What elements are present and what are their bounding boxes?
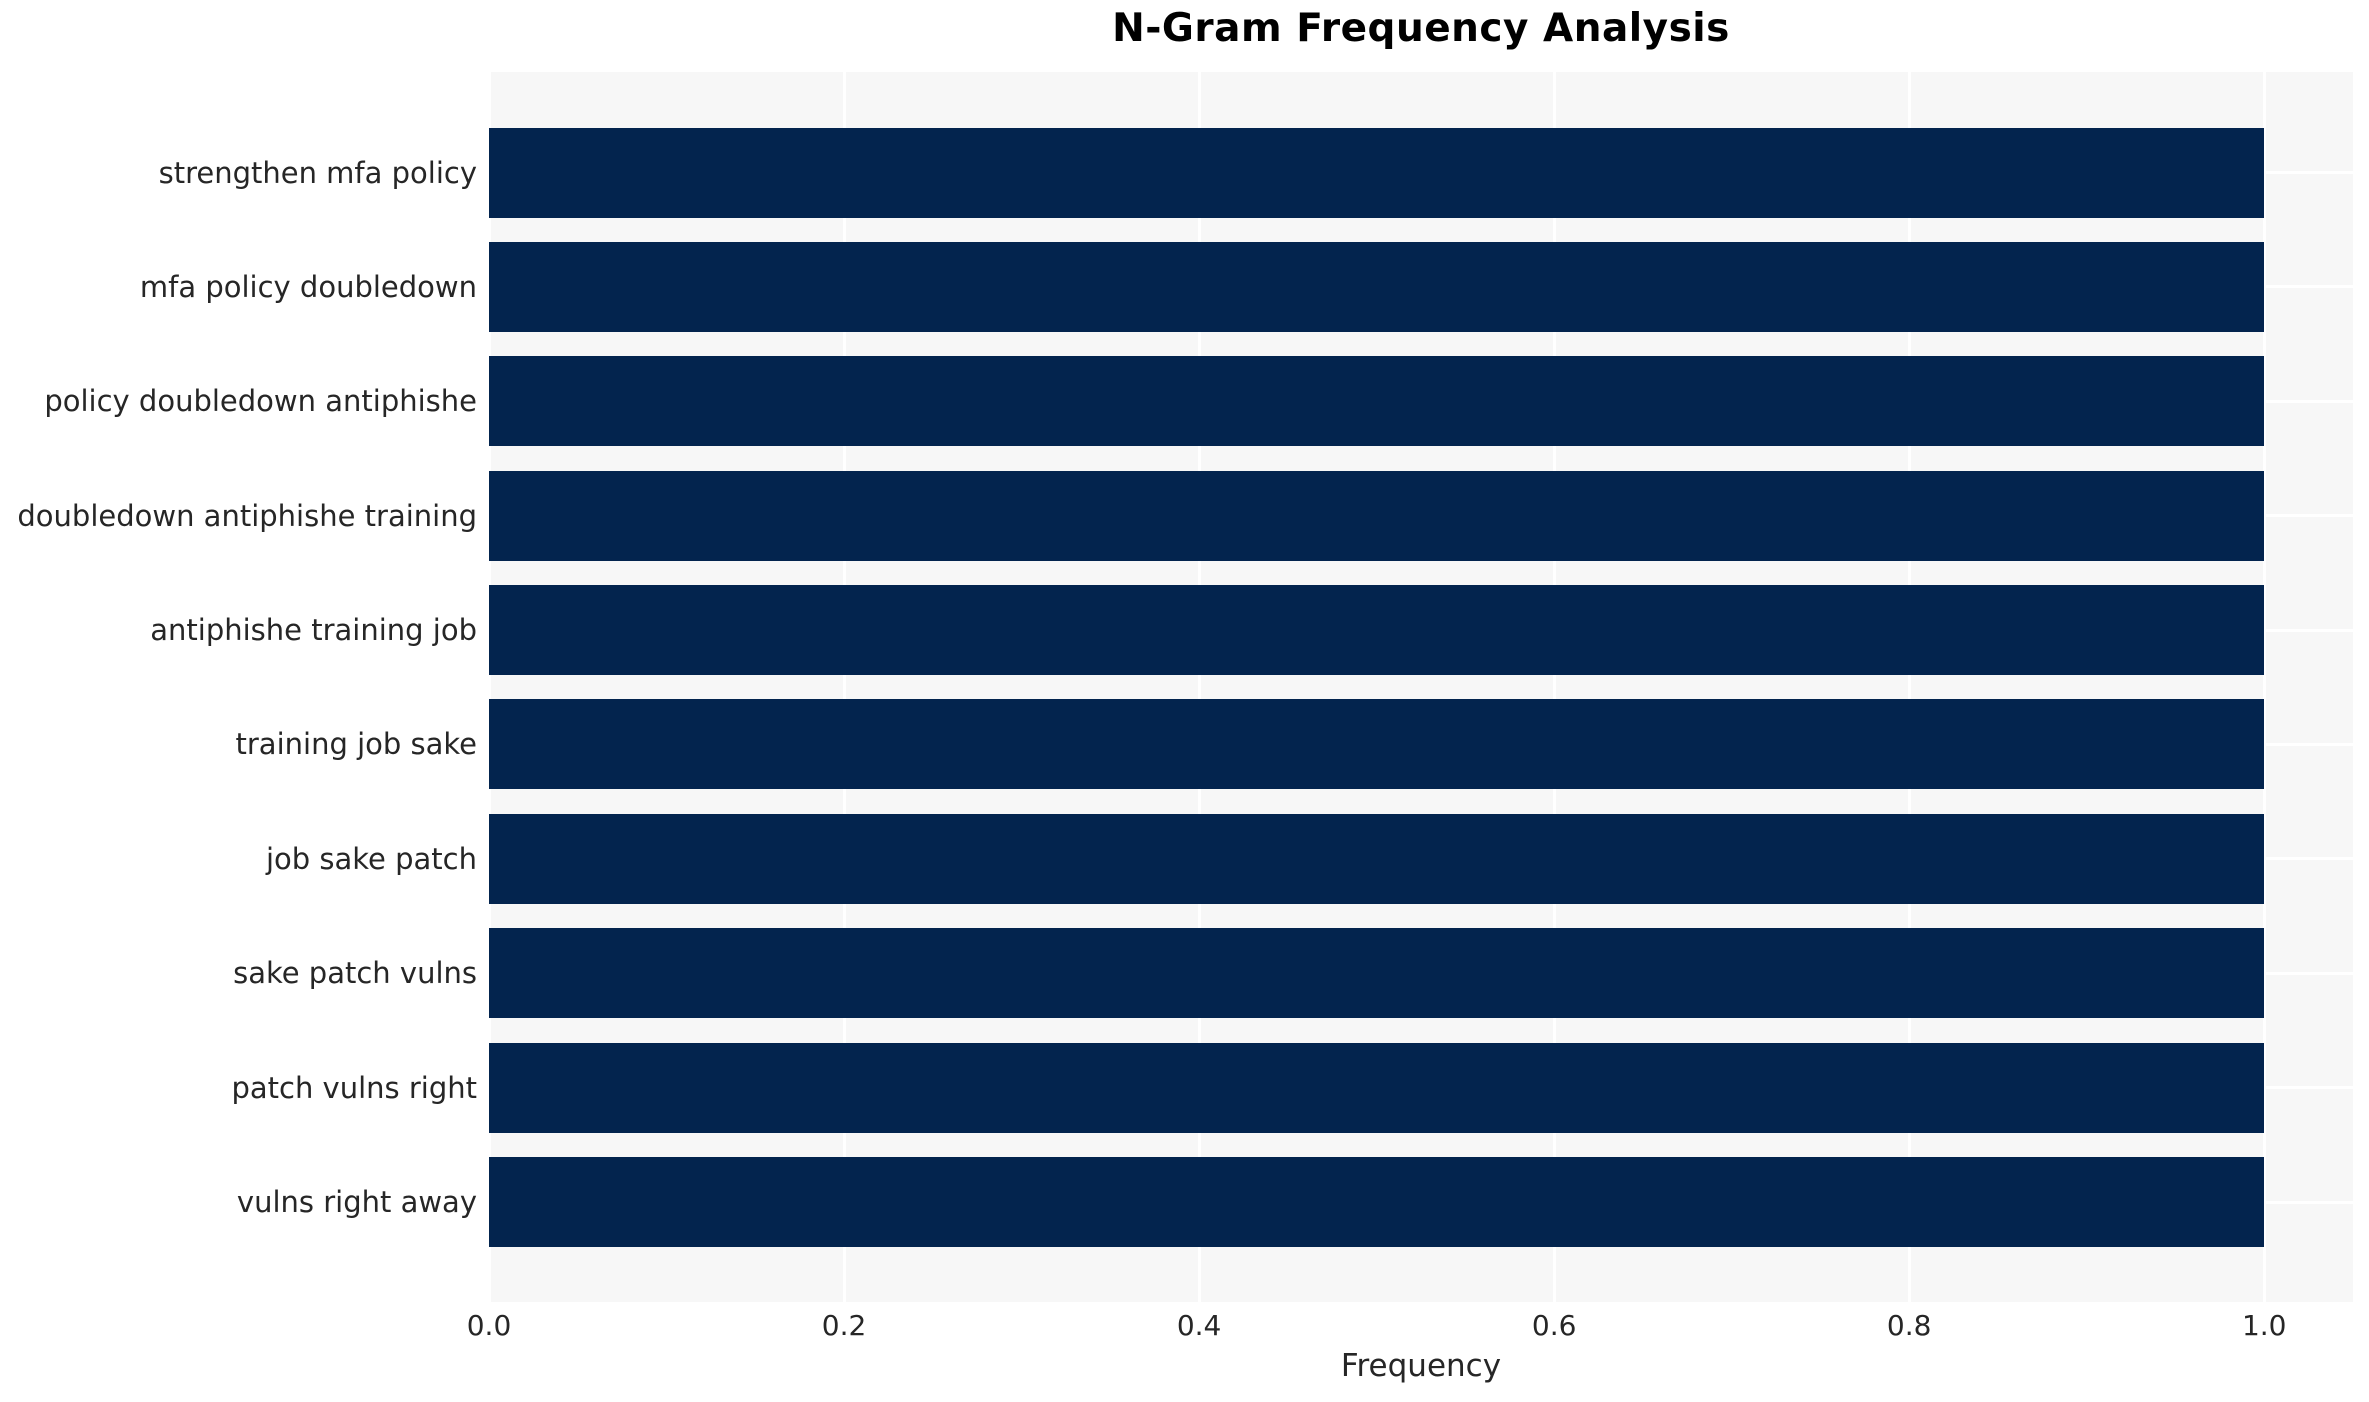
x-tick-label: 0.4 (1176, 1309, 1222, 1342)
gridline-vertical (1552, 72, 1556, 1302)
bar (489, 699, 2265, 790)
bar (489, 928, 2265, 1019)
y-tick-label: doubledown antiphishe training (17, 498, 477, 533)
y-tick-label: patch vulns right (231, 1070, 477, 1105)
x-tick-label: 0.2 (821, 1309, 867, 1342)
x-tick-label: 0.6 (1531, 1309, 1577, 1342)
chart-title: N-Gram Frequency Analysis (1112, 6, 1730, 51)
bar (489, 127, 2265, 218)
bar (489, 585, 2265, 676)
bar (489, 813, 2265, 904)
plot-area (489, 72, 2353, 1302)
x-tick-label: 1.0 (2241, 1309, 2287, 1342)
gridline-vertical (842, 72, 846, 1302)
bar (489, 470, 2265, 561)
gridline-vertical (489, 72, 491, 1302)
gridline-vertical (1197, 72, 1201, 1302)
x-tick-label: 0.0 (466, 1309, 512, 1342)
gridline-vertical (1907, 72, 1911, 1302)
y-tick-label: mfa policy doubledown (139, 269, 477, 304)
bar (489, 1042, 2265, 1133)
y-tick-label: sake patch vulns (233, 956, 477, 991)
y-tick-label: strengthen mfa policy (158, 155, 477, 190)
x-tick-label: 0.8 (1886, 1309, 1932, 1342)
y-tick-label: vulns right away (236, 1185, 477, 1219)
bar (489, 356, 2265, 447)
y-tick-label: policy doubledown antiphishe (44, 384, 477, 419)
y-tick-label: antiphishe training job (150, 613, 477, 648)
bar (489, 241, 2265, 332)
y-tick-label: job sake patch (265, 841, 477, 876)
y-tick-label: training job sake (235, 727, 477, 762)
bar (489, 1157, 2265, 1247)
gridline-vertical (2262, 72, 2266, 1302)
x-axis-label: Frequency (1340, 1348, 1502, 1384)
